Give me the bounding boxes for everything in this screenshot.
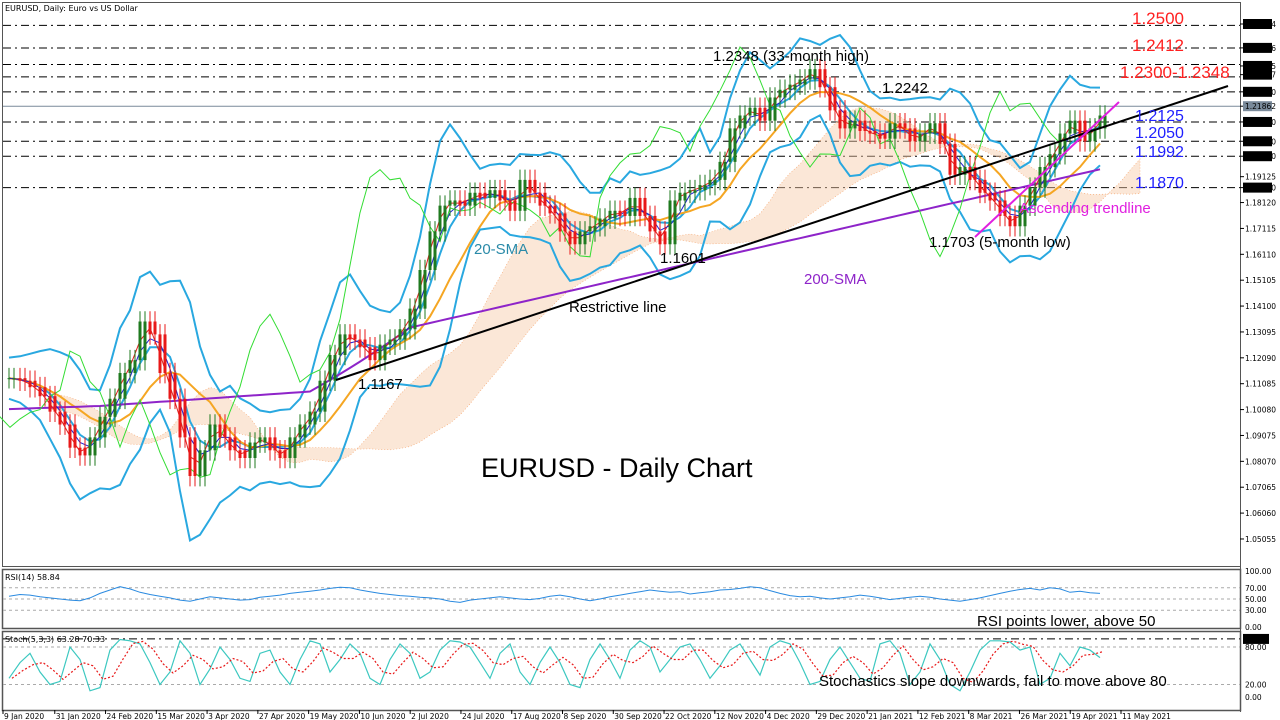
chart-annotation: 1.2050 bbox=[1135, 125, 1184, 142]
svg-text:0.00: 0.00 bbox=[1245, 693, 1262, 702]
date-tick-label: 21 Jan 2021 bbox=[868, 712, 913, 720]
date-tick-label: 10 Jun 2020 bbox=[360, 712, 405, 720]
price-tick-label: 1.18120 bbox=[1245, 199, 1276, 208]
chart-annotation: 200-SMA bbox=[804, 271, 867, 288]
rsi-note: RSI points lower, above 50 bbox=[977, 613, 1155, 630]
date-tick-label: 12 Feb 2021 bbox=[919, 712, 966, 720]
svg-text:0.00: 0.00 bbox=[1245, 623, 1262, 632]
price-tick-label: 1.23087 bbox=[1245, 71, 1276, 80]
chart-annotation: 1.1992 bbox=[1135, 144, 1184, 161]
chart-annotation: 1.1167 bbox=[358, 376, 403, 393]
svg-text:50.00: 50.00 bbox=[1245, 595, 1267, 604]
svg-text:80.00: 80.00 bbox=[1245, 643, 1267, 652]
date-tick-label: 9 Jan 2020 bbox=[4, 712, 44, 720]
date-tick-label: 27 Apr 2020 bbox=[259, 712, 306, 720]
date-tick-label: 3 Apr 2020 bbox=[208, 712, 250, 720]
candlesticks bbox=[7, 58, 1107, 487]
price-tick-label: 1.10080 bbox=[1245, 406, 1276, 415]
date-tick-label: 29 Dec 2020 bbox=[817, 712, 865, 720]
horizontal-levels bbox=[3, 24, 1240, 189]
stoch-panel-frame bbox=[1, 630, 1242, 712]
svg-text:30.00: 30.00 bbox=[1245, 606, 1267, 615]
date-tick-label: 19 May 2020 bbox=[310, 712, 359, 720]
price-tick-label: 1.08070 bbox=[1245, 457, 1276, 466]
price-tick-label: 1.11085 bbox=[1245, 380, 1276, 389]
svg-text:92.91: 92.91 bbox=[1245, 635, 1267, 644]
main-panel-frame bbox=[2, 2, 1241, 567]
price-tick-label: 1.05055 bbox=[1245, 535, 1276, 544]
price-tick-label: 1.13095 bbox=[1245, 328, 1276, 337]
price-tick-label: 1.12090 bbox=[1245, 354, 1276, 363]
date-tick-label: 22 Oct 2020 bbox=[665, 712, 712, 720]
date-tick-label: 12 Nov 2020 bbox=[716, 712, 764, 720]
date-tick-label: 19 Apr 2021 bbox=[1071, 712, 1118, 720]
rsi-panel: 100.00 70.00 50.00 30.00 0.00 bbox=[3, 567, 1271, 632]
rsi-label: RSI(14) 58.84 bbox=[5, 573, 60, 582]
chart-title: EURUSD - Daily Chart bbox=[481, 453, 753, 483]
price-tick-label: 1.21250 bbox=[1245, 118, 1276, 127]
stoch-label: Stoch(5,3,3) 63.28 70.33 bbox=[5, 635, 105, 644]
date-tick-label: 24 Jul 2020 bbox=[462, 712, 505, 720]
chart-annotation: 1.2348 (33-month high) bbox=[713, 48, 869, 65]
price-tick-label: 1.14100 bbox=[1245, 302, 1276, 311]
chart-annotation: 1.1870 bbox=[1135, 175, 1184, 192]
price-tick-label: 1.07065 bbox=[1245, 483, 1276, 492]
trendlines bbox=[335, 85, 1229, 381]
date-tick-label: 30 Sep 2020 bbox=[614, 712, 662, 720]
stoch-note: Stochastics slope downwards, fail to mov… bbox=[819, 673, 1167, 690]
chart-annotation: 1.2125 bbox=[1135, 108, 1184, 125]
chart-annotation: 1.2500 bbox=[1132, 9, 1184, 28]
price-tick-label: 1.25054 bbox=[1245, 20, 1276, 29]
restrictive-line bbox=[335, 85, 1229, 381]
date-tick-label: 8 Sep 2020 bbox=[564, 712, 607, 720]
price-tick-label: 1.09075 bbox=[1245, 431, 1276, 440]
date-tick-label: 4 Dec 2020 bbox=[767, 712, 810, 720]
window-title: EURUSD, Daily: Euro vs US Dollar bbox=[5, 4, 139, 13]
svg-text:70.00: 70.00 bbox=[1245, 584, 1267, 593]
date-axis: 9 Jan 2020 31 Jan 2020 24 Feb 2020 15 Mar 2… bbox=[2, 710, 1171, 720]
chart-annotation: 1.2242 bbox=[882, 80, 928, 97]
chart-annotation: 20-SMA bbox=[474, 241, 528, 258]
date-tick-label: 15 Mar 2020 bbox=[157, 712, 205, 720]
price-tick-label: 1.19920 bbox=[1245, 152, 1276, 161]
svg-text:20.00: 20.00 bbox=[1245, 681, 1267, 690]
date-tick-label: 8 Mar 2021 bbox=[970, 712, 1013, 720]
price-tick-label: 1.16110 bbox=[1245, 250, 1276, 259]
price-tick-label: 1.21862 bbox=[1245, 102, 1276, 111]
chart-annotation: 1.2300-1.2348 bbox=[1120, 63, 1230, 82]
ascending-trendline bbox=[974, 101, 1120, 238]
price-tick-label: 1.06060 bbox=[1245, 509, 1276, 518]
date-tick-label: 17 Aug 2020 bbox=[513, 712, 561, 720]
chart-annotation: 1.1703 (5-month low) bbox=[929, 234, 1071, 251]
price-tick-label: 1.19125 bbox=[1245, 173, 1276, 182]
price-tick-label: 1.22420 bbox=[1245, 88, 1276, 97]
price-tick-label: 1.23425 bbox=[1245, 62, 1276, 71]
chart-annotation: 1.1601 bbox=[660, 250, 706, 267]
chart-annotation: 1.2412 bbox=[1132, 36, 1184, 55]
svg-text:100.00: 100.00 bbox=[1245, 567, 1271, 576]
price-tick-label: 1.17115 bbox=[1245, 224, 1276, 233]
date-tick-label: 24 Feb 2020 bbox=[107, 712, 154, 720]
price-tick-label: 1.24126 bbox=[1245, 44, 1276, 53]
price-tick-label: 1.20500 bbox=[1245, 137, 1276, 146]
price-tick-label: 1.15105 bbox=[1245, 276, 1276, 285]
chart-annotation: Restrictive line bbox=[569, 299, 667, 316]
date-tick-label: 26 Mar 2021 bbox=[1020, 712, 1068, 720]
date-tick-label: 2 Jul 2020 bbox=[411, 712, 449, 720]
date-tick-label: 31 Jan 2020 bbox=[56, 712, 101, 720]
date-tick-label: 11 May 2021 bbox=[1122, 712, 1171, 720]
price-tick-label: 1.18700 bbox=[1245, 184, 1276, 193]
chart-annotation: Ascending trendline bbox=[1019, 200, 1151, 217]
